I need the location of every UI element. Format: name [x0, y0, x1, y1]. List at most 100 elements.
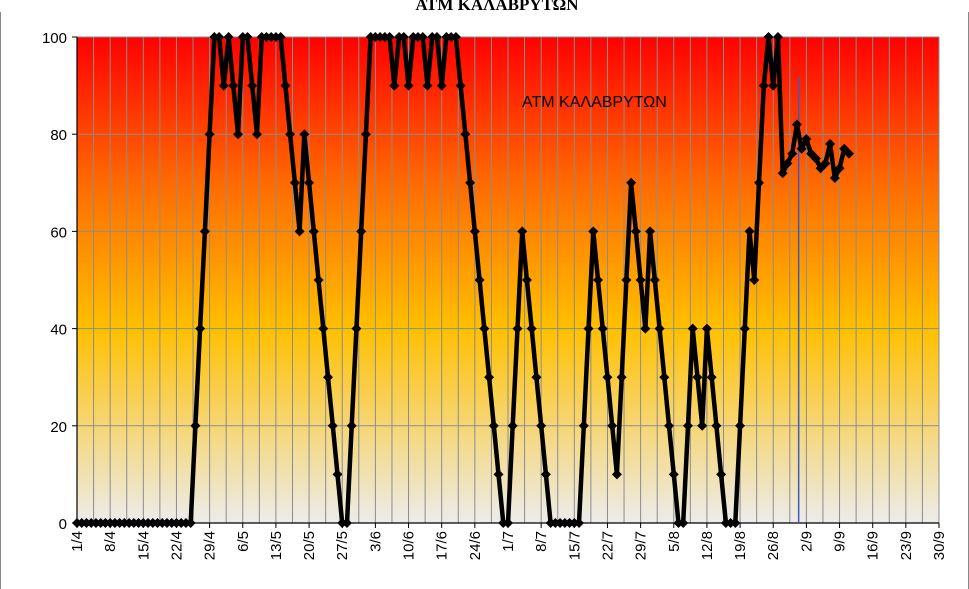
data-point-marker	[825, 138, 836, 149]
data-point-marker	[782, 158, 793, 169]
data-point-marker	[351, 323, 362, 334]
y-tick-labels: 0 20 40 60 80 100	[42, 30, 67, 533]
data-point-marker	[607, 420, 618, 431]
data-point-marker	[739, 323, 750, 334]
data-point-marker	[574, 518, 585, 528]
data-point-marker	[668, 469, 679, 480]
x-tick-label: 29/4	[202, 531, 219, 560]
chart-title: ΑΤΜ ΚΑΛΑΒΡΥΤΩΝ	[415, 0, 579, 14]
x-tick-label: 1/7	[500, 531, 517, 552]
data-point-marker	[716, 469, 727, 480]
series-line	[77, 37, 851, 523]
data-point-marker	[360, 129, 371, 140]
data-point-marker	[474, 275, 485, 285]
data-point-marker	[735, 420, 746, 431]
data-point-marker	[185, 518, 196, 528]
data-point-marker	[313, 275, 324, 285]
data-point-marker	[659, 372, 670, 383]
y-tick-label: 100	[42, 30, 67, 47]
x-tick-label: 8/4	[102, 531, 119, 552]
data-point-marker	[484, 372, 495, 383]
x-tick-label: 17/6	[434, 531, 451, 560]
x-tick-label: 22/4	[168, 531, 185, 560]
data-point-marker	[744, 226, 755, 237]
data-point-marker	[763, 32, 774, 42]
data-point-marker	[768, 80, 779, 91]
data-point-marker	[247, 80, 258, 91]
y-tick-label: 60	[50, 224, 67, 241]
data-point-marker	[384, 32, 395, 42]
data-point-marker	[531, 372, 542, 383]
data-point-marker	[602, 372, 613, 383]
data-point-marker	[749, 275, 760, 285]
data-point-marker	[820, 158, 831, 169]
data-point-marker	[692, 372, 703, 383]
data-point-marker	[787, 148, 798, 159]
data-point-marker	[289, 177, 300, 188]
x-tick-label: 30/9	[931, 531, 948, 560]
x-tick-label: 27/5	[334, 531, 351, 560]
data-point-marker	[275, 32, 286, 42]
data-point-marker	[791, 119, 802, 130]
data-point-marker	[517, 226, 528, 237]
x-tick-label: 8/7	[533, 531, 550, 552]
data-point-marker	[834, 163, 845, 174]
x-tick-label: 19/8	[732, 531, 749, 560]
data-point-marker	[346, 420, 357, 431]
data-point-marker	[621, 275, 632, 285]
data-point-marker	[616, 372, 627, 383]
data-point-marker	[630, 226, 641, 237]
data-point-marker	[678, 518, 689, 528]
data-point-marker	[810, 153, 821, 164]
data-point-marker	[389, 80, 400, 91]
data-point-marker	[829, 172, 840, 183]
data-point-marker	[503, 518, 513, 528]
data-point-marker	[687, 323, 698, 334]
data-point-marker	[592, 275, 603, 285]
data-point-marker	[422, 80, 433, 91]
data-point-marker	[611, 469, 622, 480]
data-point-marker	[218, 80, 229, 91]
x-tick-label: 13/5	[268, 531, 285, 560]
data-point-marker	[308, 226, 319, 237]
data-point-marker	[664, 420, 675, 431]
data-point-marker	[304, 177, 315, 188]
data-point-marker	[649, 275, 660, 285]
x-tick-label: 24/6	[467, 531, 484, 560]
x-tick-label: 5/8	[666, 531, 683, 552]
data-point-marker	[796, 143, 807, 154]
data-point-marker	[588, 226, 599, 237]
data-point-marker	[318, 323, 329, 334]
data-point-marker	[711, 420, 722, 431]
data-point-marker	[682, 420, 693, 431]
x-tick-label: 3/6	[367, 531, 384, 552]
data-point-marker	[341, 518, 352, 528]
data-point-marker	[754, 177, 765, 188]
data-point-marker	[223, 32, 234, 42]
x-tick-label: 15/4	[135, 531, 152, 560]
data-point-marker	[701, 323, 712, 334]
data-point-marker	[635, 275, 646, 285]
data-point-marker	[285, 129, 296, 140]
data-point-marker	[436, 80, 447, 91]
data-point-marker	[540, 469, 551, 480]
data-point-marker	[195, 323, 206, 334]
x-tick-label: 23/9	[898, 531, 915, 560]
data-point-marker	[536, 420, 547, 431]
data-point-marker	[455, 80, 466, 91]
x-tick-label: 1/4	[69, 531, 86, 552]
data-point-marker	[465, 177, 476, 188]
data-point-marker	[251, 129, 262, 140]
y-tick-label: 20	[50, 419, 67, 436]
data-point-marker	[242, 32, 253, 42]
data-point-marker	[356, 226, 367, 237]
data-point-marker	[469, 226, 480, 237]
data-point-marker	[645, 226, 656, 237]
data-point-marker	[294, 226, 305, 237]
data-point-marker	[626, 177, 637, 188]
data-point-marker	[772, 32, 783, 42]
data-point-marker	[844, 148, 855, 159]
data-point-marker	[697, 420, 708, 431]
data-point-marker	[526, 323, 537, 334]
